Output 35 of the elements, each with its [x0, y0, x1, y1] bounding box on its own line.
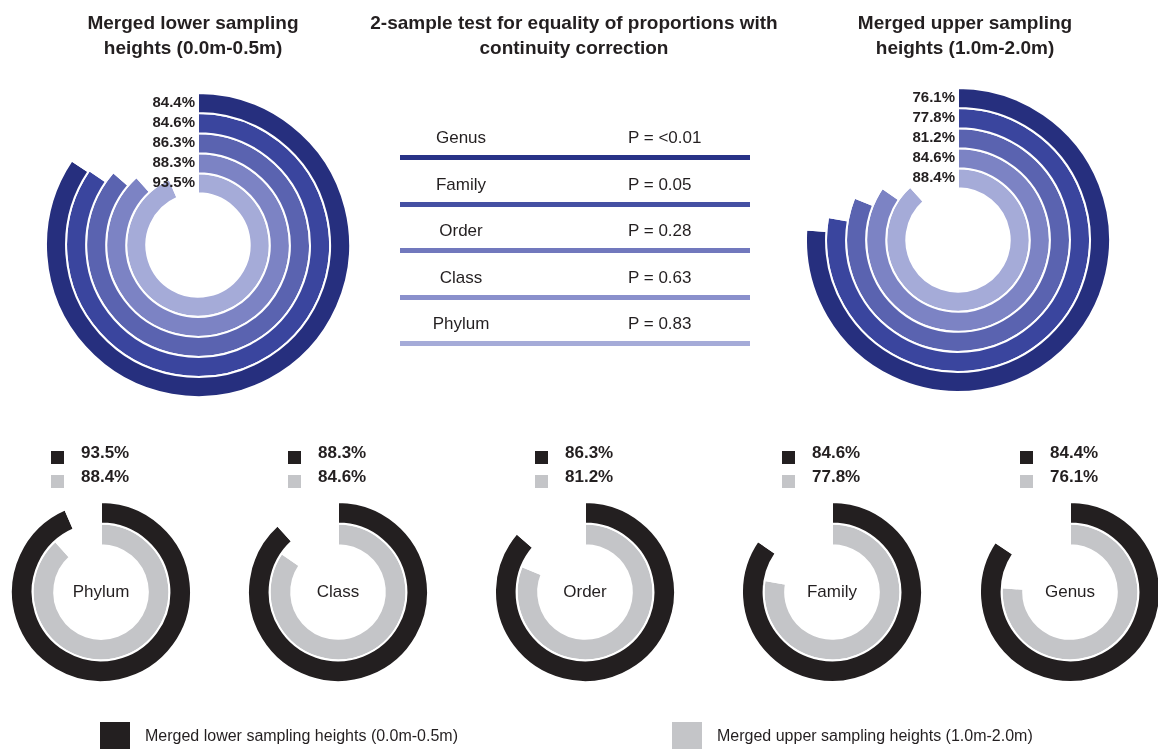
data-label: 84.6% [912, 148, 955, 166]
data-label: 76.1% [1050, 466, 1099, 486]
data-label: 88.3% [152, 153, 195, 171]
text: Merged lower sampling heights (0.0m-0.5m) [86, 11, 300, 60]
category-label: Phylum [431, 314, 491, 334]
text: P = 0.63 [628, 267, 692, 287]
category-label: Family [434, 174, 488, 195]
data-label: 86.3% [565, 442, 614, 462]
data-label: 93.5% [81, 442, 130, 462]
category-label: Order [438, 221, 484, 241]
text: Merged upper sampling heights (1.0m-2.0m) [856, 11, 1074, 60]
text: P = <0.01 [628, 128, 702, 147]
data-label: 88.4% [81, 466, 130, 486]
data-label: 86.3% [152, 133, 195, 151]
data-label: 84.6% [318, 466, 367, 486]
data-label: 81.2% [912, 128, 955, 146]
text: 2-sample test for equality of proportions with continuity correction [369, 11, 779, 60]
data-label: 84.6% [812, 442, 861, 462]
data-label: 84.6% [152, 113, 195, 131]
data-label: 88.3% [318, 442, 367, 462]
category-label: Merged upper sampling heights (1.0m-2.0m) [717, 727, 1033, 745]
data-label: 76.1% [912, 88, 955, 106]
category-label: Class [438, 267, 484, 288]
data-label: 93.5% [152, 173, 195, 191]
data-label: 81.2% [565, 466, 614, 486]
data-label: 84.4% [1050, 442, 1099, 462]
data-label: 88.4% [912, 168, 955, 186]
data-label: 77.8% [812, 466, 861, 486]
category-label: Merged lower sampling heights (0.0m-0.5m) [145, 727, 459, 745]
data-label: 84.4% [152, 93, 195, 111]
text: P = 0.28 [628, 221, 692, 240]
text: P = 0.83 [628, 314, 692, 333]
text: P = 0.05 [628, 174, 692, 194]
category-label: Genus [434, 128, 488, 148]
data-label: 77.8% [912, 108, 955, 126]
